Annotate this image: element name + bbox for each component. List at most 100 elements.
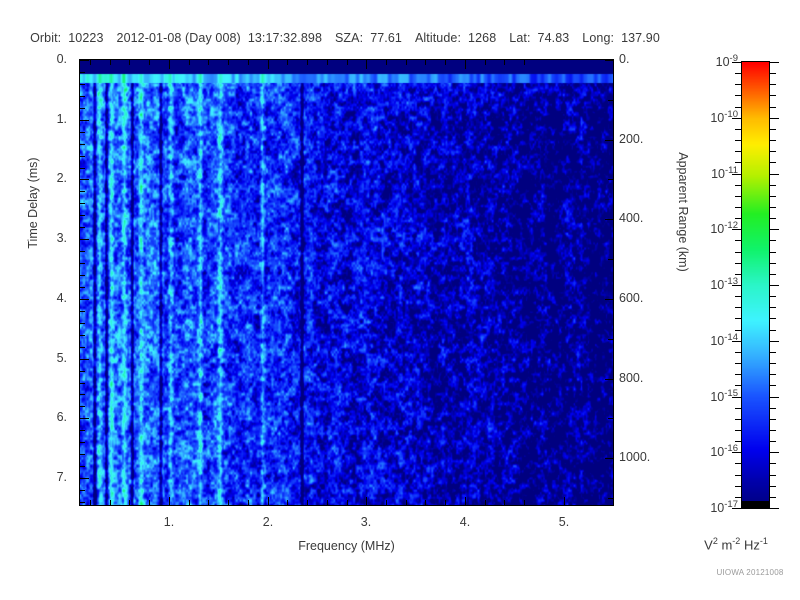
observation-time: 13:17:32.898 xyxy=(247,31,322,45)
axis-tick xyxy=(80,168,85,169)
axis-tick xyxy=(80,359,89,360)
axis-tick xyxy=(80,323,85,324)
axis-tick xyxy=(347,500,348,506)
axis-tick xyxy=(80,251,85,252)
axis-tick xyxy=(366,497,367,506)
axis-tick xyxy=(524,60,525,65)
axis-tick xyxy=(732,397,741,398)
axis-tick xyxy=(770,285,779,286)
axis-tick xyxy=(732,229,741,230)
axis-tick xyxy=(149,500,150,506)
axis-tick xyxy=(347,60,348,65)
axis-tick xyxy=(735,330,741,331)
colorbar-tick-value: 10-12 xyxy=(710,220,738,237)
axis-tick xyxy=(770,441,776,442)
axis-tick xyxy=(770,475,776,476)
axis-tick xyxy=(287,500,288,506)
unit-volts-exponent: 2 xyxy=(712,536,718,546)
axis-tick xyxy=(735,352,741,353)
axis-tick xyxy=(80,299,89,300)
axis-tick xyxy=(386,60,387,65)
axis-tick xyxy=(169,60,170,69)
axis-tick xyxy=(770,185,776,186)
axis-tick xyxy=(770,118,779,119)
axis-tick xyxy=(770,95,776,96)
y-right-tick-label: 600. xyxy=(619,291,644,305)
axis-tick xyxy=(770,84,776,85)
axis-tick xyxy=(80,478,89,479)
ionogram-spectrogram xyxy=(80,60,613,505)
axis-tick xyxy=(732,62,741,63)
axis-tick xyxy=(80,406,85,407)
axis-tick xyxy=(735,296,741,297)
axis-tick xyxy=(770,330,776,331)
axis-tick xyxy=(770,374,776,375)
axis-tick xyxy=(189,60,190,65)
y-left-tick-label: 4. xyxy=(56,291,67,305)
axis-tick xyxy=(735,140,741,141)
axis-tick xyxy=(770,397,779,398)
axis-tick xyxy=(735,73,741,74)
axis-tick xyxy=(80,239,89,240)
axis-tick xyxy=(80,287,85,288)
y-axis-right-title: Apparent Range (km) xyxy=(676,152,690,272)
axis-tick xyxy=(770,73,776,74)
axis-tick xyxy=(735,374,741,375)
axis-tick xyxy=(735,151,741,152)
axis-tick xyxy=(80,120,89,121)
axis-tick xyxy=(605,60,614,61)
sza-label: SZA: xyxy=(335,31,364,45)
axis-tick xyxy=(268,60,269,69)
axis-tick xyxy=(770,430,776,431)
axis-tick xyxy=(770,352,776,353)
y-right-tick-label: 0. xyxy=(619,52,630,66)
colorbar-tick-value: 10-14 xyxy=(710,332,738,349)
y-left-tick-label: 7. xyxy=(56,470,67,484)
axis-tick xyxy=(770,408,776,409)
axis-tick xyxy=(80,383,85,384)
axis-tick xyxy=(80,203,85,204)
axis-tick xyxy=(735,475,741,476)
axis-tick xyxy=(307,60,308,65)
axis-tick xyxy=(732,174,741,175)
axis-tick xyxy=(80,96,85,97)
axis-tick xyxy=(80,454,85,455)
unit-volts: V xyxy=(704,537,713,553)
axis-tick xyxy=(110,60,111,65)
axis-tick xyxy=(80,394,85,395)
lat-label: Lat: xyxy=(509,31,531,45)
axis-tick xyxy=(735,162,741,163)
axis-tick xyxy=(735,196,741,197)
axis-tick xyxy=(770,296,776,297)
axis-tick xyxy=(732,341,741,342)
axis-tick xyxy=(307,500,308,506)
axis-tick xyxy=(287,60,288,65)
axis-tick xyxy=(504,500,505,506)
axis-tick xyxy=(80,371,85,372)
axis-tick xyxy=(149,60,150,65)
axis-tick xyxy=(608,418,614,419)
axis-tick xyxy=(735,430,741,431)
axis-tick xyxy=(80,442,85,443)
axis-tick xyxy=(327,60,328,65)
y-left-tick-label: 5. xyxy=(56,351,67,365)
axis-tick xyxy=(735,307,741,308)
axis-tick xyxy=(735,240,741,241)
axis-tick xyxy=(80,72,85,73)
axis-tick xyxy=(735,463,741,464)
lat-value: 74.83 xyxy=(537,31,570,45)
axis-tick xyxy=(80,347,85,348)
orbit-value: 10223 xyxy=(68,31,104,45)
axis-tick xyxy=(425,60,426,65)
axis-tick xyxy=(605,219,614,220)
axis-tick xyxy=(735,107,741,108)
axis-tick xyxy=(732,508,741,509)
colorbar-tick-value: 10-16 xyxy=(710,443,738,460)
axis-tick xyxy=(608,179,614,180)
axis-tick xyxy=(465,60,466,69)
axis-tick xyxy=(735,441,741,442)
axis-tick xyxy=(248,500,249,506)
y-right-tick-label: 400. xyxy=(619,211,644,225)
axis-tick xyxy=(80,335,85,336)
axis-tick xyxy=(770,162,776,163)
